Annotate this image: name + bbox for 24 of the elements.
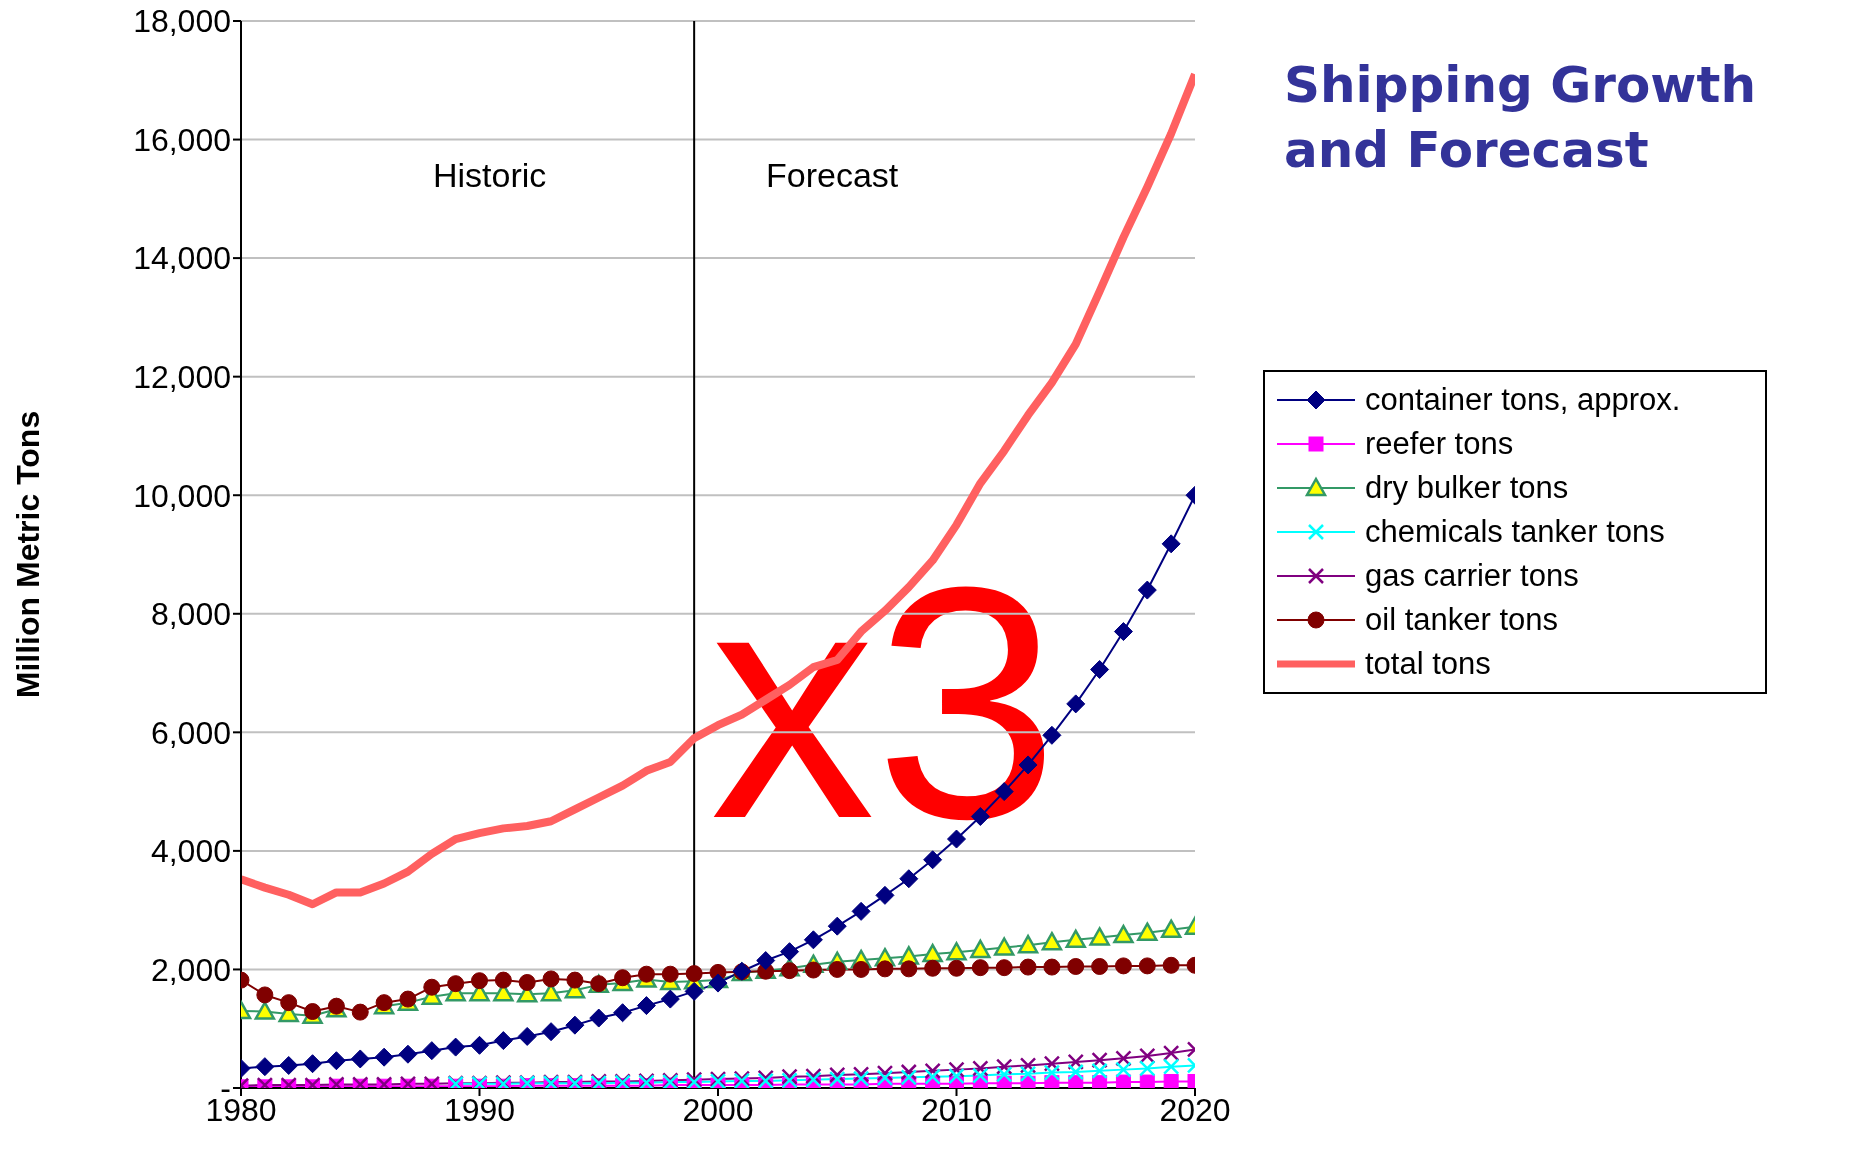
- text: Shipping Growth and Forecast: [1284, 55, 1757, 181]
- x-tick-label: 1990: [443, 1091, 516, 1128]
- y-tick-label: 6,000: [150, 714, 231, 751]
- y-tick-label: 4,000: [150, 833, 231, 870]
- y-tick-label: 14,000: [133, 240, 231, 277]
- x-tick-label: 2010: [920, 1091, 993, 1128]
- y-tick-label: 18,000: [133, 3, 231, 40]
- annotation: Historic: [433, 156, 547, 194]
- y-tick-label: 8,000: [150, 596, 231, 633]
- legend-label: gas carrier tons: [1365, 558, 1579, 594]
- legend-label: total tons: [1365, 646, 1491, 682]
- y-tick-label: 12,000: [133, 359, 231, 396]
- y-tick-label: 2,000: [150, 951, 231, 988]
- x-tick-label: 2000: [682, 1091, 754, 1128]
- legend-label: dry bulker tons: [1365, 470, 1569, 506]
- y-axis-title: Million Metric Tons: [10, 410, 47, 699]
- legend-label: oil tanker tons: [1365, 602, 1558, 638]
- annotation: Forecast: [766, 156, 899, 194]
- y-tick-label: 10,000: [133, 477, 231, 514]
- y-tick-label: 16,000: [133, 121, 231, 158]
- x-tick-label: 2020: [1159, 1091, 1231, 1128]
- legend-label: reefer tons: [1365, 426, 1514, 462]
- legend-label: chemicals tanker tons: [1365, 514, 1665, 550]
- legend-label: container tons, approx.: [1365, 382, 1681, 418]
